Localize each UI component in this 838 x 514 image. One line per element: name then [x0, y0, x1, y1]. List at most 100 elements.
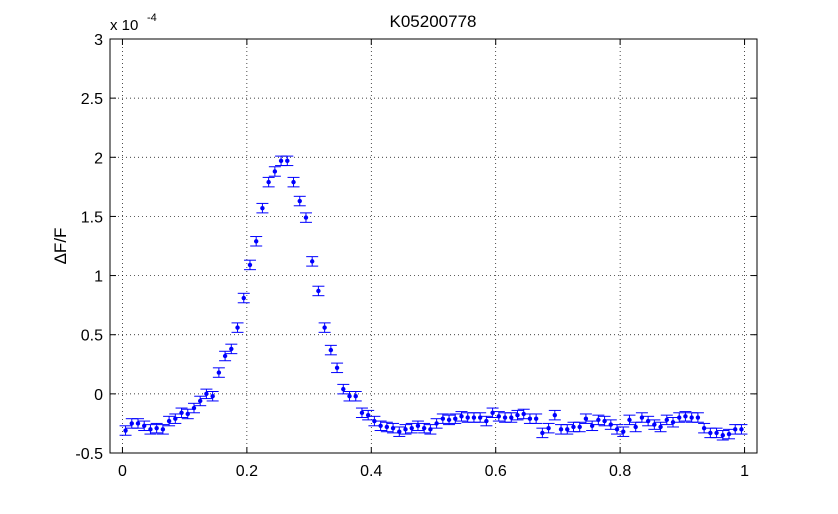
y-tick-labels: -0.5 0 0.5 1 1.5 2 2.5 3 [75, 32, 103, 463]
data-point [316, 288, 321, 294]
data-point [627, 417, 632, 423]
data-point [720, 433, 725, 438]
y-tick-label: 3 [94, 32, 103, 49]
data-point [421, 425, 427, 431]
data-point [160, 427, 166, 432]
data-point [621, 429, 626, 434]
data-point [533, 416, 539, 421]
data-point [446, 417, 452, 423]
data-point [378, 423, 383, 428]
data-point [459, 414, 464, 419]
data-point [409, 425, 414, 431]
data-point [278, 158, 284, 164]
data-point [664, 417, 669, 423]
data-point [403, 427, 408, 432]
data-point [552, 412, 558, 418]
y-tick-label: 0 [94, 387, 103, 404]
data-point [633, 424, 638, 430]
data-point [571, 424, 576, 430]
chart-title: K05200778 [390, 12, 477, 31]
data-point [733, 427, 738, 432]
data-point [347, 394, 352, 399]
data-point [191, 405, 197, 411]
data-point [229, 346, 234, 352]
data-point [198, 398, 203, 404]
data-point [614, 427, 620, 432]
data-point [540, 430, 545, 436]
data-point [658, 424, 663, 430]
data-point [596, 417, 601, 423]
data-point [241, 295, 246, 301]
data-point [652, 422, 657, 427]
data-point [222, 353, 228, 359]
y-tick-label: 2.5 [81, 91, 103, 108]
data-point [328, 347, 334, 353]
data-point [309, 259, 315, 264]
data-point [334, 365, 340, 371]
data-point [502, 415, 508, 420]
data-point [558, 427, 564, 432]
data-point [484, 418, 489, 424]
data-point [683, 414, 688, 419]
data-point [515, 412, 520, 418]
data-point [204, 391, 209, 397]
x-tick-label: 0.4 [360, 463, 382, 480]
data-point [123, 428, 128, 433]
data-point [509, 415, 514, 420]
data-point [701, 425, 707, 431]
data-point [166, 418, 172, 424]
data-point [235, 325, 240, 330]
data-point [372, 418, 377, 424]
data-point [521, 411, 526, 417]
data-point [341, 386, 346, 392]
y-tick-label: -0.5 [75, 446, 103, 463]
y-tick-label: 2 [94, 150, 103, 167]
axis-ticks [110, 38, 757, 454]
plot-frame [109, 38, 758, 454]
data-point [415, 423, 421, 428]
plot-area [110, 39, 757, 453]
x-tick-label: 1 [740, 463, 749, 480]
data-point [496, 414, 502, 419]
data-point [154, 425, 159, 431]
data-point [359, 410, 365, 415]
data-point [179, 410, 184, 415]
y-tick-label: 0.5 [81, 328, 103, 345]
data-point [714, 430, 719, 436]
data-point [434, 421, 439, 426]
data-point [440, 416, 446, 421]
data-point [129, 421, 134, 426]
data-point [148, 427, 153, 432]
data-point [322, 325, 327, 330]
data-point [565, 427, 570, 432]
data-point [689, 415, 694, 420]
data-point [216, 370, 222, 375]
data-point [726, 431, 732, 437]
x-tick-labels: 0 0.2 0.4 0.6 0.8 1 [118, 463, 749, 480]
data-point [471, 415, 477, 420]
data-point [453, 416, 458, 421]
data-point [266, 179, 271, 185]
y-exponent-power: -4 [147, 12, 157, 24]
grid-lines [110, 38, 757, 454]
y-tick-label: 1.5 [81, 209, 103, 226]
x-tick-label: 0.2 [236, 463, 258, 480]
data-point [708, 430, 713, 436]
data-point [272, 169, 278, 174]
data-point [527, 416, 533, 421]
data-point [291, 179, 296, 185]
y-exponent-label: x 10 [110, 17, 138, 34]
data-point [739, 427, 744, 432]
data-point [297, 198, 302, 204]
x-tick-label: 0.8 [609, 463, 631, 480]
data-point [677, 415, 682, 420]
data-point [260, 205, 265, 211]
data-point [384, 424, 390, 430]
data-point [135, 421, 141, 426]
data-point [577, 424, 582, 430]
data-point [353, 394, 358, 399]
data-point [397, 429, 402, 434]
data-point [210, 394, 215, 399]
data-point [303, 215, 309, 220]
